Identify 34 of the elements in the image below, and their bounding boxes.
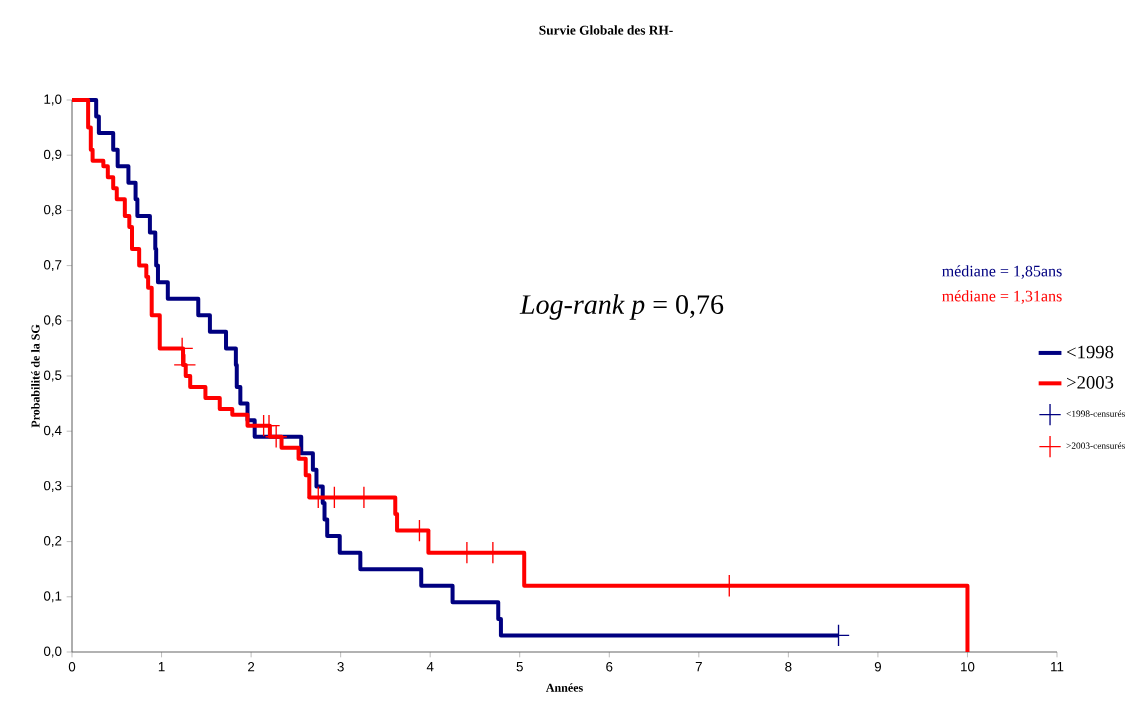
chart-title: Survie Globale des RH- xyxy=(539,25,673,35)
x-tick-label: 8 xyxy=(785,662,792,672)
point xyxy=(265,426,287,448)
legend-label: <1998-censurés xyxy=(1066,410,1125,417)
y-tick-label: 0,7 xyxy=(43,260,62,272)
x-tick-label: 7 xyxy=(695,662,702,672)
x-tick-label: 10 xyxy=(961,662,975,672)
x-tick-label: 5 xyxy=(516,662,523,672)
annotation: médiane = 1,85ans xyxy=(942,265,1062,279)
x-tick-label: 4 xyxy=(426,662,434,672)
y-tick-label: 0,1 xyxy=(43,591,62,603)
x-tick-label: 6 xyxy=(606,662,613,672)
x-tick-label: 2 xyxy=(248,662,255,672)
y-tick-label: 0,6 xyxy=(43,315,62,327)
y-tick-label: 0,4 xyxy=(43,425,62,437)
legend-label: >2003 xyxy=(1067,376,1114,389)
y-tick-label: 1,0 xyxy=(44,94,62,106)
y-tick-label: 0,8 xyxy=(43,204,62,216)
x-tick-label: 1 xyxy=(158,662,165,672)
y-axis-title: Probabilité de la SG xyxy=(31,324,40,428)
x-tick-label: 9 xyxy=(874,662,882,672)
y-tick-label: 0,9 xyxy=(43,149,62,161)
legend-label: >2003-censurés xyxy=(1066,442,1125,449)
y-tick-label: 0,0 xyxy=(43,646,62,658)
x-tick-label: 3 xyxy=(337,662,344,672)
x-axis-title: Années xyxy=(545,683,583,692)
annotation: Log-rank p = 0,76 xyxy=(519,294,724,320)
y-tick-label: 0,3 xyxy=(43,480,62,492)
y-tick-label: 0,2 xyxy=(43,536,62,548)
annotation: médiane = 1,31ans xyxy=(942,290,1062,304)
legend-label: <1998 xyxy=(1067,345,1114,359)
y-tick-label: 0,5 xyxy=(43,370,62,382)
x-tick-label: 0 xyxy=(68,662,76,672)
x-tick-label: 11 xyxy=(1051,662,1064,672)
